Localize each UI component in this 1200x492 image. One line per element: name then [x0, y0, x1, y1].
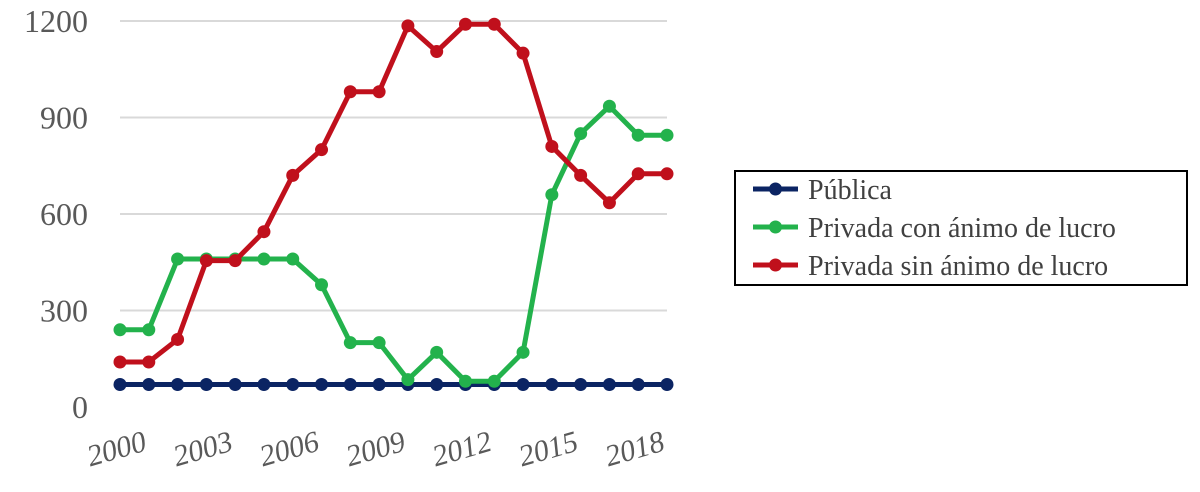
data-point: [257, 225, 271, 239]
legend-swatch-marker: [769, 220, 782, 234]
data-point: [315, 278, 329, 292]
data-point: [113, 323, 127, 337]
series-2: [113, 17, 674, 369]
series-1: [113, 99, 674, 388]
data-point: [430, 377, 444, 391]
series-line: [120, 103, 667, 384]
x-tick-label: 2018: [601, 425, 668, 473]
y-tick-label: 300: [40, 293, 88, 329]
data-point: [660, 167, 674, 181]
data-point: [660, 128, 674, 142]
data-point: [257, 252, 271, 266]
data-point: [171, 252, 185, 266]
data-point: [286, 377, 300, 391]
data-point: [171, 332, 185, 346]
data-point: [228, 377, 242, 391]
data-point: [487, 17, 501, 31]
x-tick-label: 2012: [429, 425, 496, 473]
data-point: [602, 196, 616, 210]
x-tick-label: 2003: [170, 425, 237, 473]
data-point: [286, 252, 300, 266]
data-point: [631, 167, 645, 181]
y-tick-label: 900: [40, 100, 88, 136]
x-tick-label: 2009: [342, 425, 409, 473]
data-point: [631, 128, 645, 142]
data-point: [631, 377, 645, 391]
data-point: [516, 46, 530, 60]
x-axis-ticks: 2000 2003 2006 2009 2012 2015 2018: [83, 425, 668, 473]
gridlines: [120, 20, 667, 312]
data-point: [401, 19, 415, 33]
data-point: [545, 188, 559, 202]
data-point: [228, 254, 242, 268]
y-axis-ticks: 0 300 600 900 1200: [24, 3, 88, 425]
data-point: [315, 143, 329, 157]
data-point: [574, 168, 588, 182]
legend-label: Pública: [808, 175, 893, 206]
data-point: [142, 323, 156, 337]
data-point: [458, 374, 472, 388]
legend-swatch-marker: [769, 258, 782, 272]
data-point: [142, 355, 156, 369]
data-point: [372, 377, 386, 391]
data-point: [199, 254, 213, 268]
data-point: [458, 17, 472, 31]
x-tick-label: 2006: [256, 425, 323, 473]
data-point: [343, 336, 357, 350]
data-point: [487, 374, 501, 388]
data-point: [286, 168, 300, 182]
data-point: [372, 336, 386, 350]
x-tick-label: 2000: [83, 425, 150, 473]
data-point: [372, 85, 386, 99]
data-point: [545, 377, 559, 391]
data-point: [257, 377, 271, 391]
legend-item: Privada sin ánimo de lucro: [753, 251, 1108, 282]
data-point: [199, 377, 213, 391]
data-point: [343, 377, 357, 391]
legend-label: Privada con ánimo de lucro: [808, 213, 1116, 244]
y-tick-label: 1200: [24, 3, 88, 39]
data-point: [315, 377, 329, 391]
data-point: [574, 127, 588, 141]
data-point: [545, 139, 559, 153]
data-point: [113, 377, 127, 391]
data-point: [660, 377, 674, 391]
y-tick-label: 0: [72, 389, 88, 425]
data-point: [343, 85, 357, 99]
x-tick-label: 2015: [515, 425, 582, 473]
data-point: [516, 345, 530, 359]
data-point: [602, 377, 616, 391]
data-point: [113, 355, 127, 369]
series-lines: [113, 17, 674, 391]
legend-item: Pública: [753, 175, 893, 206]
data-point: [430, 45, 444, 59]
legend-label: Privada sin ánimo de lucro: [808, 251, 1108, 282]
data-point: [171, 377, 185, 391]
legend: Pública Privada con ánimo de lucro Privada…: [734, 170, 1188, 286]
legend-item: Privada con ánimo de lucro: [753, 213, 1116, 244]
legend-box: [734, 170, 1188, 286]
data-point: [574, 377, 588, 391]
data-point: [142, 377, 156, 391]
legend-swatch-marker: [769, 182, 782, 196]
data-point: [516, 377, 530, 391]
data-point: [602, 99, 616, 113]
y-tick-label: 600: [40, 196, 88, 232]
series-0: [113, 377, 674, 391]
data-point: [401, 373, 415, 387]
data-point: [430, 345, 444, 359]
